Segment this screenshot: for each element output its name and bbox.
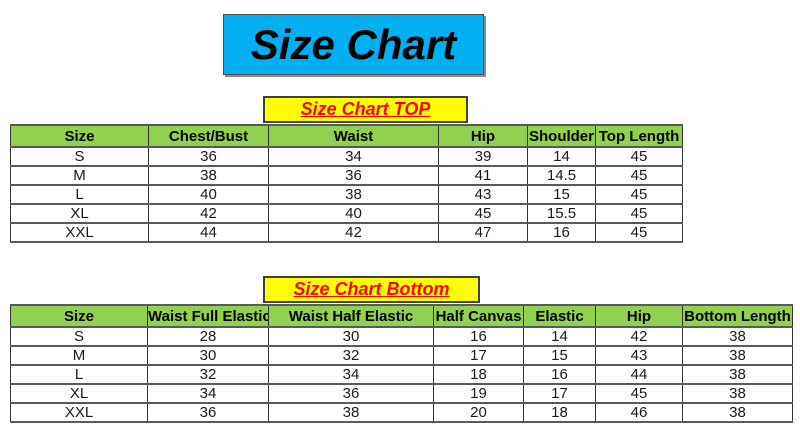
table-cell: 34 xyxy=(268,364,434,385)
section-label-bottom: Size Chart Bottom xyxy=(263,276,480,303)
table-row: L 40 38 43 15 45 xyxy=(10,184,683,205)
table-cell: 32 xyxy=(268,345,434,366)
table-cell: 16 xyxy=(433,326,524,347)
table-header-cell: Half Canvas xyxy=(433,304,524,328)
table-header-cell: Waist Full Elastic xyxy=(147,304,269,328)
table-header-cell: Top Length xyxy=(595,124,683,148)
page-title: Size Chart xyxy=(223,14,484,75)
table-header-cell: Bottom Length xyxy=(682,304,793,328)
table-cell: 38 xyxy=(682,345,793,366)
table-cell: 38 xyxy=(268,184,439,205)
table-cell: 19 xyxy=(433,383,524,404)
table-cell: 20 xyxy=(433,402,524,423)
table-row: S 28 30 16 14 42 38 xyxy=(10,326,793,347)
table-cell: 38 xyxy=(682,402,793,423)
table-row: M 30 32 17 15 43 38 xyxy=(10,345,793,366)
table-cell: XL xyxy=(10,383,148,404)
table-cell: 43 xyxy=(438,184,528,205)
table-header-cell: Chest/Bust xyxy=(148,124,269,148)
table-cell: 36 xyxy=(148,146,269,167)
table-cell: 38 xyxy=(682,383,793,404)
table-cell: 38 xyxy=(682,326,793,347)
table-cell: 34 xyxy=(268,146,439,167)
table-cell: 14.5 xyxy=(527,165,596,186)
table-header-cell: Waist Half Elastic xyxy=(268,304,434,328)
table-cell: 46 xyxy=(595,402,683,423)
table-header-cell: Shoulder xyxy=(527,124,596,148)
table-cell: 44 xyxy=(148,222,269,243)
table-header-cell: Waist xyxy=(268,124,439,148)
table-cell: 14 xyxy=(527,146,596,167)
table-header-row: Size Chest/Bust Waist Hip Shoulder Top Length xyxy=(10,124,683,148)
table-cell: 38 xyxy=(148,165,269,186)
table-header-cell: Size xyxy=(10,124,149,148)
table-cell: S xyxy=(10,326,148,347)
table-cell: 38 xyxy=(682,364,793,385)
table-cell: 16 xyxy=(527,222,596,243)
table-cell: M xyxy=(10,345,148,366)
table-cell: 41 xyxy=(438,165,528,186)
table-row: XL 34 36 19 17 45 38 xyxy=(10,383,793,404)
table-cell: 36 xyxy=(268,383,434,404)
table-cell: 44 xyxy=(595,364,683,385)
table-cell: 14 xyxy=(523,326,596,347)
table-cell: 15 xyxy=(527,184,596,205)
table-header-cell: Hip xyxy=(438,124,528,148)
table-row: XXL 44 42 47 16 45 xyxy=(10,222,683,243)
table-cell: 43 xyxy=(595,345,683,366)
table-cell: 16 xyxy=(523,364,596,385)
table-header-row: Size Waist Full Elastic Waist Half Elastic… xyxy=(10,304,793,328)
table-row: L 32 34 18 16 44 38 xyxy=(10,364,793,385)
size-chart-bottom-table: Size Waist Full Elastic Waist Half Elastic… xyxy=(10,304,793,423)
table-cell: 32 xyxy=(147,364,269,385)
table-cell: 15.5 xyxy=(527,203,596,224)
table-cell: 47 xyxy=(438,222,528,243)
table-cell: M xyxy=(10,165,149,186)
table-cell: 28 xyxy=(147,326,269,347)
table-cell: 17 xyxy=(523,383,596,404)
size-chart-top-table: Size Chest/Bust Waist Hip Shoulder Top Length… xyxy=(10,124,683,243)
table-cell: 36 xyxy=(147,402,269,423)
table-cell: 40 xyxy=(148,184,269,205)
table-cell: 30 xyxy=(147,345,269,366)
table-cell: 38 xyxy=(268,402,434,423)
table-cell: 42 xyxy=(595,326,683,347)
table-cell: 15 xyxy=(523,345,596,366)
table-cell: 42 xyxy=(268,222,439,243)
table-cell: 36 xyxy=(268,165,439,186)
table-cell: 30 xyxy=(268,326,434,347)
table-header-cell: Hip xyxy=(595,304,683,328)
table-cell: 18 xyxy=(433,364,524,385)
table-cell: 45 xyxy=(438,203,528,224)
table-header-cell: Size xyxy=(10,304,148,328)
table-row: XL 42 40 45 15.5 45 xyxy=(10,203,683,224)
table-cell: XXL xyxy=(10,402,148,423)
table-cell: 34 xyxy=(147,383,269,404)
table-cell: 45 xyxy=(595,165,683,186)
table-cell: 18 xyxy=(523,402,596,423)
table-cell: 17 xyxy=(433,345,524,366)
table-cell: 39 xyxy=(438,146,528,167)
table-cell: L xyxy=(10,364,148,385)
table-cell: 45 xyxy=(595,203,683,224)
table-cell: L xyxy=(10,184,149,205)
table-cell: 45 xyxy=(595,222,683,243)
table-cell: 45 xyxy=(595,383,683,404)
table-cell: S xyxy=(10,146,149,167)
table-header-cell: Elastic xyxy=(523,304,596,328)
table-cell: 45 xyxy=(595,146,683,167)
table-row: M 38 36 41 14.5 45 xyxy=(10,165,683,186)
table-cell: 45 xyxy=(595,184,683,205)
table-row: XXL 36 38 20 18 46 38 xyxy=(10,402,793,423)
table-cell: 40 xyxy=(268,203,439,224)
section-label-top: Size Chart TOP xyxy=(263,96,468,123)
table-row: S 36 34 39 14 45 xyxy=(10,146,683,167)
table-cell: XL xyxy=(10,203,149,224)
table-cell: XXL xyxy=(10,222,149,243)
table-cell: 42 xyxy=(148,203,269,224)
